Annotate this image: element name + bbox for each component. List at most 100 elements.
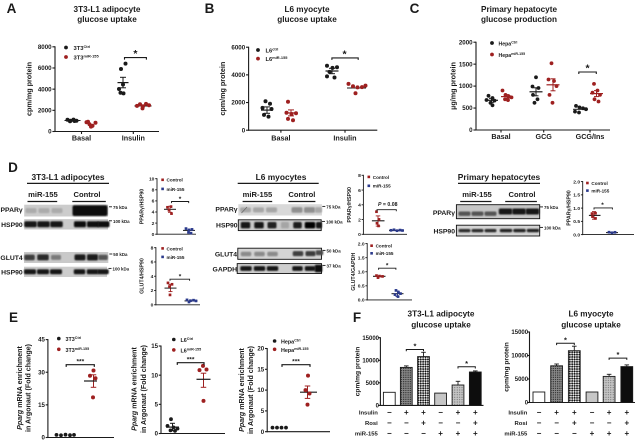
- svg-text:−: −: [572, 429, 577, 438]
- svg-text:1.5: 1.5: [358, 255, 365, 261]
- svg-text:3T3-L1 adipocyte: 3T3-L1 adipocyte: [408, 310, 475, 319]
- svg-text:*: *: [465, 359, 468, 368]
- svg-text:*: *: [564, 335, 567, 344]
- svg-text:cpm/mg protein: cpm/mg protein: [25, 62, 34, 116]
- svg-text:−: −: [590, 418, 595, 427]
- svg-text:Control: Control: [167, 178, 183, 183]
- svg-text:Basal: Basal: [491, 132, 510, 141]
- svg-text:glucose uptake: glucose uptake: [561, 321, 621, 330]
- svg-text:L6Ctrl: L6Ctrl: [181, 337, 194, 344]
- svg-text:15: 15: [151, 343, 158, 350]
- svg-text:L6ctrl: L6ctrl: [266, 47, 279, 55]
- svg-text:L6miR-155: L6miR-155: [181, 347, 202, 354]
- svg-text:6: 6: [151, 260, 154, 266]
- svg-text:glucose uptake: glucose uptake: [77, 15, 137, 24]
- svg-text:+: +: [473, 408, 478, 417]
- svg-text:10000: 10000: [362, 358, 379, 364]
- svg-text:2000: 2000: [38, 107, 52, 114]
- svg-text:−: −: [537, 408, 542, 417]
- svg-text:in Argonaut (Fold change): in Argonaut (Fold change): [140, 344, 148, 433]
- svg-text:2000: 2000: [459, 39, 473, 46]
- svg-text:0.5: 0.5: [573, 219, 580, 225]
- svg-text:Basal: Basal: [72, 134, 91, 143]
- svg-text:Insulin: Insulin: [122, 134, 145, 143]
- svg-text:F: F: [353, 310, 361, 325]
- svg-text:50 kDa: 50 kDa: [327, 249, 342, 254]
- svg-text:45: 45: [38, 337, 45, 344]
- svg-text:0: 0: [376, 404, 380, 410]
- svg-text:+: +: [554, 408, 559, 417]
- svg-text:0: 0: [358, 232, 361, 238]
- svg-text:0: 0: [48, 129, 52, 136]
- svg-text:15: 15: [257, 366, 264, 373]
- svg-text:100 kDa: 100 kDa: [113, 219, 130, 224]
- svg-text:Rosi: Rosi: [365, 421, 378, 427]
- svg-text:2: 2: [358, 217, 361, 223]
- svg-text:−: −: [537, 418, 542, 427]
- svg-text:10000: 10000: [511, 354, 528, 360]
- svg-text:Pparg mRNA enrichment: Pparg mRNA enrichment: [238, 348, 246, 432]
- svg-text:miR-155: miR-155: [167, 255, 185, 260]
- svg-text:GAPDH: GAPDH: [213, 266, 238, 273]
- svg-text:glucose production: glucose production: [481, 15, 557, 24]
- svg-text:+: +: [438, 429, 443, 438]
- svg-text:50 kDa: 50 kDa: [113, 252, 128, 257]
- svg-text:+: +: [572, 418, 577, 427]
- svg-text:HSP90: HSP90: [433, 228, 455, 235]
- svg-text:4: 4: [358, 203, 361, 209]
- svg-text:cpm/mg protein: cpm/mg protein: [354, 347, 361, 396]
- svg-text:37 kDa: 37 kDa: [327, 264, 342, 269]
- svg-text:5: 5: [155, 401, 159, 408]
- svg-text:0: 0: [155, 431, 159, 438]
- svg-text:PPARγ/HSP90: PPARγ/HSP90: [567, 190, 573, 226]
- svg-text:−: −: [387, 408, 392, 417]
- svg-text:glucose uptake: glucose uptake: [277, 15, 337, 24]
- svg-text:Primary hepatocytes: Primary hepatocytes: [458, 172, 541, 182]
- svg-text:0.0: 0.0: [358, 298, 365, 304]
- svg-text:GLUT4: GLUT4: [215, 252, 237, 259]
- svg-text:***: ***: [292, 359, 300, 366]
- svg-text:in Argonaut (Fold change): in Argonaut (Fold change): [25, 343, 33, 432]
- svg-text:HepaCtrl: HepaCtrl: [499, 41, 518, 48]
- svg-text:PPARγ: PPARγ: [1, 207, 23, 214]
- svg-text:1.0: 1.0: [573, 206, 580, 212]
- svg-text:−: −: [456, 418, 461, 427]
- svg-text:Insulin: Insulin: [359, 410, 378, 416]
- svg-text:3T3Ctrl: 3T3Ctrl: [66, 336, 82, 343]
- svg-text:miR-155: miR-155: [462, 190, 492, 199]
- svg-text:−: −: [404, 418, 409, 427]
- svg-text:4000: 4000: [231, 72, 245, 79]
- svg-text:75 kDa: 75 kDa: [544, 205, 559, 210]
- svg-text:−: −: [387, 429, 392, 438]
- svg-text:30: 30: [38, 369, 45, 376]
- svg-text:glucose uptake: glucose uptake: [411, 321, 471, 330]
- svg-text:PPARγ: PPARγ: [433, 210, 455, 217]
- svg-text:GLUT4/HSP90: GLUT4/HSP90: [140, 258, 146, 294]
- svg-text:+: +: [572, 408, 577, 417]
- svg-text:miR-155: miR-155: [355, 431, 379, 437]
- svg-text:+: +: [607, 408, 612, 417]
- svg-text:PPARγ/HSP90: PPARγ/HSP90: [347, 187, 353, 223]
- svg-text:−: −: [421, 429, 426, 438]
- svg-text:*: *: [617, 350, 620, 359]
- svg-text:miR-155: miR-155: [28, 190, 58, 199]
- svg-text:15000: 15000: [362, 336, 379, 342]
- svg-text:6: 6: [358, 188, 361, 194]
- svg-text:A: A: [7, 1, 17, 16]
- svg-text:HSP90: HSP90: [1, 270, 23, 277]
- svg-text:2: 2: [152, 221, 155, 227]
- svg-text:L6 myocyte: L6 myocyte: [568, 310, 613, 319]
- svg-text:0.5: 0.5: [358, 284, 365, 290]
- svg-text:75 kDa: 75 kDa: [113, 205, 128, 210]
- svg-text:1500: 1500: [459, 61, 473, 68]
- svg-text:2.0: 2.0: [573, 179, 580, 185]
- svg-text:3T3miR-155: 3T3miR-155: [66, 347, 90, 354]
- svg-text:+: +: [421, 408, 426, 417]
- svg-text:L6miR-155: L6miR-155: [266, 55, 289, 63]
- svg-text:100 kDa: 100 kDa: [113, 267, 130, 272]
- svg-text:−: −: [438, 418, 443, 427]
- svg-text:Primary hepatocyte: Primary hepatocyte: [481, 5, 557, 14]
- svg-text:Control: Control: [509, 190, 536, 199]
- svg-text:cpm/mg protein: cpm/mg protein: [218, 62, 227, 116]
- svg-text:+: +: [624, 418, 629, 427]
